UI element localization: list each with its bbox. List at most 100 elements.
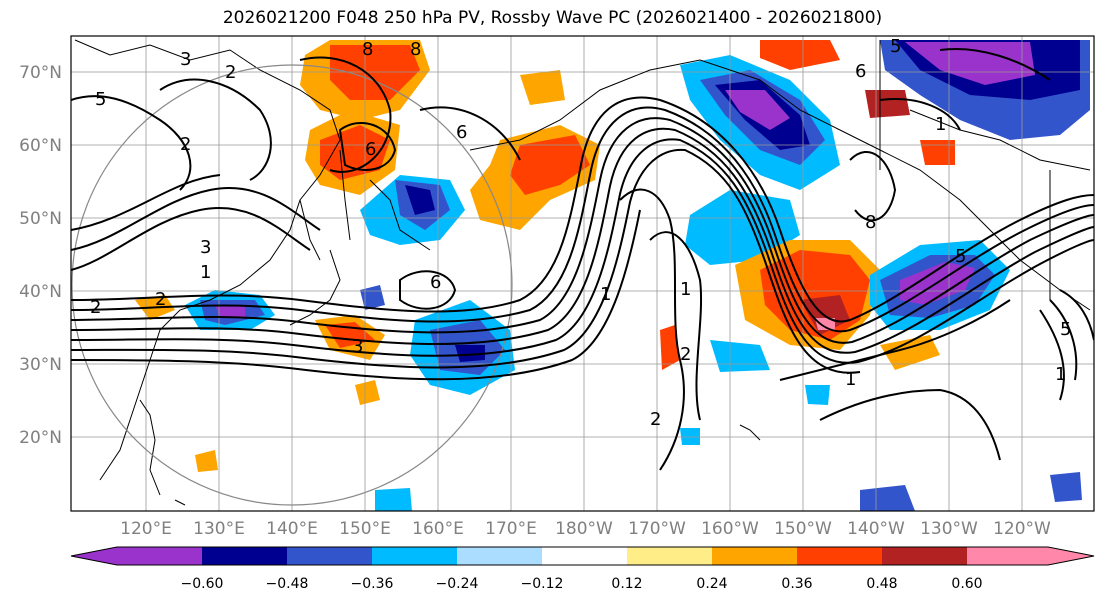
colorbar-swatch bbox=[372, 547, 457, 565]
negative-anomaly bbox=[905, 42, 1035, 85]
latitude-labels: 70°N 60°N 50°N 40°N 30°N 20°N bbox=[19, 63, 62, 448]
lon-label: 120°E bbox=[120, 519, 172, 539]
lon-label: 180°W bbox=[555, 519, 613, 539]
negative-anomaly bbox=[860, 485, 915, 511]
contour-label: 5 bbox=[890, 36, 901, 57]
positive-anomaly bbox=[865, 90, 910, 118]
negative-anomaly bbox=[375, 488, 412, 511]
lon-label: 170°E bbox=[485, 519, 537, 539]
positive-anomaly bbox=[815, 318, 835, 330]
colorbar-swatch bbox=[117, 547, 202, 565]
lon-label: 150°E bbox=[339, 519, 391, 539]
negative-anomaly bbox=[215, 305, 245, 318]
colorbar: −0.60 −0.48 −0.36 −0.24 −0.12 0.12 0.24 … bbox=[70, 546, 1095, 592]
radius-circle bbox=[71, 64, 513, 506]
contour-label: 2 bbox=[90, 297, 101, 318]
positive-anomaly bbox=[920, 140, 955, 165]
longitude-labels: 120°E 130°E 140°E 150°E 160°E 170°E 180°… bbox=[120, 519, 1051, 539]
contour-label: 5 bbox=[1060, 319, 1071, 340]
contour-label: 5 bbox=[955, 246, 966, 267]
positive-anomaly bbox=[355, 380, 380, 405]
contour-label: 6 bbox=[430, 272, 441, 293]
colorbar-tick: 0.60 bbox=[951, 576, 982, 592]
positive-anomaly bbox=[520, 70, 565, 105]
lon-label: 140°E bbox=[266, 519, 318, 539]
positive-anomaly bbox=[660, 325, 680, 370]
lon-label: 150°W bbox=[774, 519, 832, 539]
positive-anomaly bbox=[330, 45, 420, 100]
colorbar-swatch bbox=[202, 547, 287, 565]
lat-label: 60°N bbox=[19, 136, 62, 156]
lon-label: 130°W bbox=[920, 519, 978, 539]
map-panel: 5 2 3 2 6 1 6 1 6 8 5 3 5 2 1 6 8 2 1 1 … bbox=[71, 36, 1094, 511]
lat-label: 70°N bbox=[19, 63, 62, 83]
contour-label: 1 bbox=[600, 284, 611, 305]
contour-label: 1 bbox=[935, 114, 946, 135]
contour-label: 6 bbox=[855, 61, 866, 82]
colorbar-max-extend bbox=[967, 547, 1094, 565]
contour-label: 2 bbox=[650, 409, 661, 430]
negative-anomaly bbox=[405, 185, 435, 215]
negative-anomaly bbox=[680, 428, 700, 445]
positive-anomaly bbox=[510, 135, 590, 195]
negative-anomaly bbox=[805, 385, 830, 405]
contour-label: 6 bbox=[456, 122, 467, 143]
contour-label: 1 bbox=[200, 262, 211, 283]
negative-anomaly bbox=[1050, 472, 1082, 502]
colorbar-tick: −0.60 bbox=[181, 576, 224, 592]
contour-label: 8 bbox=[410, 39, 421, 60]
positive-anomaly bbox=[195, 450, 218, 472]
contour-label: 2 bbox=[680, 344, 691, 365]
lat-label: 20°N bbox=[19, 428, 62, 448]
colorbar-tick: 0.36 bbox=[781, 576, 812, 592]
positive-anomaly bbox=[320, 125, 390, 180]
negative-anomaly bbox=[455, 345, 485, 362]
lat-label: 30°N bbox=[19, 355, 62, 375]
contour-label: 3 bbox=[180, 49, 191, 70]
colorbar-swatch bbox=[542, 547, 627, 565]
lon-label: 170°W bbox=[628, 519, 686, 539]
contour-label: 1 bbox=[680, 279, 691, 300]
lon-label: 130°E bbox=[193, 519, 245, 539]
contour-label: 8 bbox=[362, 39, 373, 60]
colorbar-tick: −0.48 bbox=[266, 576, 309, 592]
contour-labels: 5 2 3 2 6 1 6 1 6 8 5 3 5 2 1 6 8 2 1 1 … bbox=[90, 36, 1071, 430]
coastlines bbox=[74, 39, 1091, 506]
contour-label: 2 bbox=[180, 134, 191, 155]
positive-anomaly bbox=[880, 335, 940, 370]
lon-label: 160°W bbox=[701, 519, 759, 539]
colorbar-swatch bbox=[627, 547, 712, 565]
colorbar-tick: −0.24 bbox=[436, 576, 479, 592]
lon-label: 160°E bbox=[412, 519, 464, 539]
contour-label: 5 bbox=[95, 89, 106, 110]
colorbar-swatch bbox=[712, 547, 797, 565]
colorbar-swatch bbox=[287, 547, 372, 565]
colorbar-tick: −0.36 bbox=[351, 576, 394, 592]
lon-label: 120°W bbox=[993, 519, 1051, 539]
lat-label: 40°N bbox=[19, 282, 62, 302]
contour-label: 8 bbox=[865, 212, 876, 233]
lat-label: 50°N bbox=[19, 209, 62, 229]
contour-label: 2 bbox=[225, 62, 236, 83]
colorbar-tick: 0.48 bbox=[866, 576, 897, 592]
colorbar-swatch bbox=[882, 547, 967, 565]
colorbar-tick: −0.12 bbox=[521, 576, 564, 592]
figure-title: 2026021200 F048 250 hPa PV, Rossby Wave … bbox=[222, 8, 883, 28]
contour-label: 2 bbox=[155, 289, 166, 310]
colorbar-min-extend bbox=[71, 547, 117, 565]
colorbar-tick: 0.12 bbox=[611, 576, 642, 592]
colorbar-swatch bbox=[457, 547, 542, 565]
contour-label: 1 bbox=[845, 369, 856, 390]
colorbar-swatch bbox=[797, 547, 882, 565]
negative-anomaly bbox=[725, 90, 790, 130]
colorbar-tick: 0.24 bbox=[696, 576, 727, 592]
map-frame bbox=[70, 35, 1095, 512]
positive-anomaly bbox=[760, 40, 840, 70]
contour-label: 3 bbox=[200, 237, 211, 258]
pv-contours bbox=[71, 48, 1094, 471]
contour-label: 6 bbox=[365, 139, 376, 160]
contour-label: 1 bbox=[1055, 364, 1066, 385]
contour-label: 3 bbox=[352, 336, 363, 357]
lon-label: 140°W bbox=[847, 519, 905, 539]
